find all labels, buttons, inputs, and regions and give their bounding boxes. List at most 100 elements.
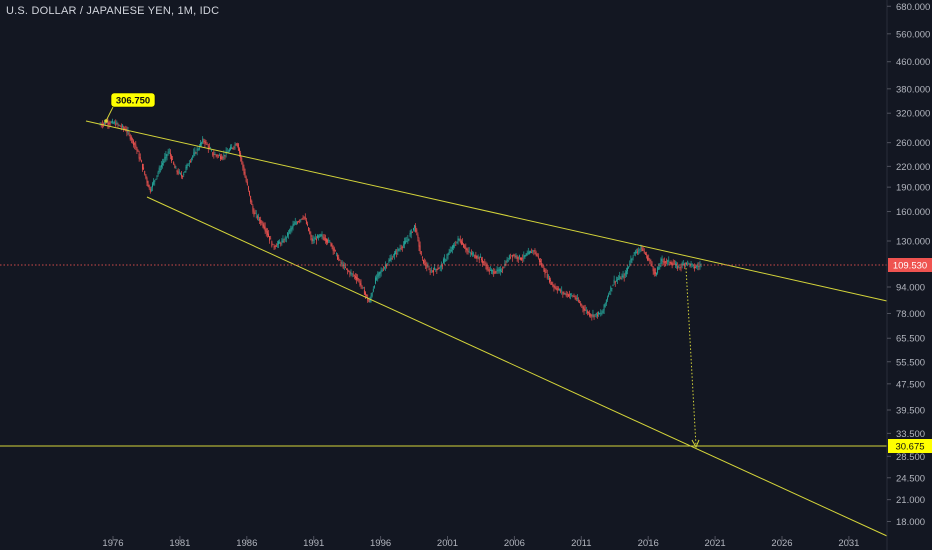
candle-body	[675, 263, 676, 265]
price-tick-label: 190.000	[896, 183, 930, 194]
candle-body	[522, 258, 524, 260]
candle-body	[375, 277, 376, 284]
price-tick-label: 380.000	[896, 84, 930, 95]
candle-body	[650, 261, 652, 263]
candle-body	[232, 147, 234, 149]
candle-body	[590, 313, 592, 317]
candle-body	[356, 276, 358, 280]
candle-body	[588, 312, 589, 313]
candle-body	[491, 269, 492, 272]
candle-body	[320, 234, 322, 237]
upper-trendline[interactable]	[85, 120, 888, 302]
candle-body	[397, 248, 399, 252]
lower-trendline[interactable]	[146, 196, 888, 537]
chart-title: U.S. DOLLAR / JAPANESE YEN, 1M, IDC	[6, 5, 220, 17]
candle-body	[617, 279, 618, 281]
candle-body	[391, 258, 393, 260]
candle-body	[279, 242, 281, 244]
candle-body	[434, 267, 436, 270]
candle-body	[272, 243, 274, 245]
trendlines	[0, 120, 888, 537]
candle-body	[271, 241, 273, 247]
candle-body	[378, 272, 380, 276]
candle-body	[357, 277, 359, 280]
candle-body	[311, 238, 313, 242]
candle-body	[414, 224, 415, 228]
candle-body	[513, 255, 515, 257]
candle-body	[639, 248, 641, 250]
candle-body	[424, 261, 426, 263]
candle-body	[677, 266, 679, 269]
candle-body	[660, 258, 662, 264]
candle-body	[472, 253, 473, 255]
candle-body	[114, 121, 116, 124]
candle-body	[681, 263, 683, 266]
candle-body	[309, 230, 311, 234]
candle-body	[445, 259, 447, 261]
candle-body	[168, 151, 170, 153]
candle-body	[276, 243, 278, 245]
candle-body	[565, 293, 567, 296]
candle-body	[103, 123, 104, 125]
candle-body	[215, 154, 217, 156]
candle-body	[443, 259, 444, 264]
candle-body	[555, 287, 557, 290]
candle-body	[361, 285, 363, 287]
candle-body	[285, 237, 287, 239]
candle-body	[578, 300, 579, 302]
candle-body	[629, 264, 631, 266]
candle-body	[216, 155, 218, 157]
candle-body	[457, 238, 459, 242]
candle-body	[687, 261, 689, 263]
candle-body	[399, 248, 401, 250]
candle-body	[584, 308, 586, 311]
candle-body	[579, 301, 581, 303]
candle-body	[360, 283, 362, 286]
price-tick-label: 33.500	[896, 429, 925, 440]
candle-body	[222, 156, 224, 159]
candle-body	[398, 249, 400, 251]
candle-body	[662, 261, 664, 262]
target-price-tag-text: 30.675	[895, 442, 924, 453]
candle-body	[379, 271, 381, 275]
candle-body	[693, 266, 695, 269]
candle-body	[346, 268, 347, 270]
candle-body	[263, 224, 265, 229]
candle-body	[104, 122, 106, 124]
candle-body	[268, 233, 269, 237]
peak-callout-box[interactable]	[110, 92, 156, 108]
candle-body	[586, 311, 588, 314]
candle-body	[394, 253, 395, 256]
candle-body	[447, 253, 449, 257]
price-tick-label: 560.000	[896, 29, 930, 40]
candle-body	[283, 241, 285, 243]
candle-body	[349, 271, 351, 275]
candle-body	[611, 288, 613, 289]
price-tick-label: 260.000	[896, 138, 930, 149]
candle-body	[138, 153, 140, 159]
candle-body	[536, 254, 538, 257]
candle-body	[527, 251, 529, 255]
candle-body	[302, 217, 304, 219]
price-tick-label: 220.000	[896, 162, 930, 173]
candle-body	[286, 232, 288, 237]
candle-body	[336, 252, 337, 254]
candle-body	[396, 252, 398, 254]
candle-body	[603, 304, 605, 311]
candle-body	[657, 267, 659, 273]
candle-body	[220, 156, 221, 160]
candle-body	[181, 174, 182, 177]
candle-body	[153, 180, 155, 185]
candle-body	[187, 164, 189, 166]
candle-body	[440, 263, 442, 268]
candle-body	[158, 167, 160, 173]
candle-body	[475, 255, 477, 259]
candle-body	[627, 268, 628, 272]
candle-body	[128, 133, 130, 135]
candle-body	[528, 251, 530, 254]
candle-body	[172, 158, 174, 160]
candle-body	[293, 223, 295, 226]
candle-body	[139, 157, 141, 160]
candle-body	[301, 218, 303, 220]
